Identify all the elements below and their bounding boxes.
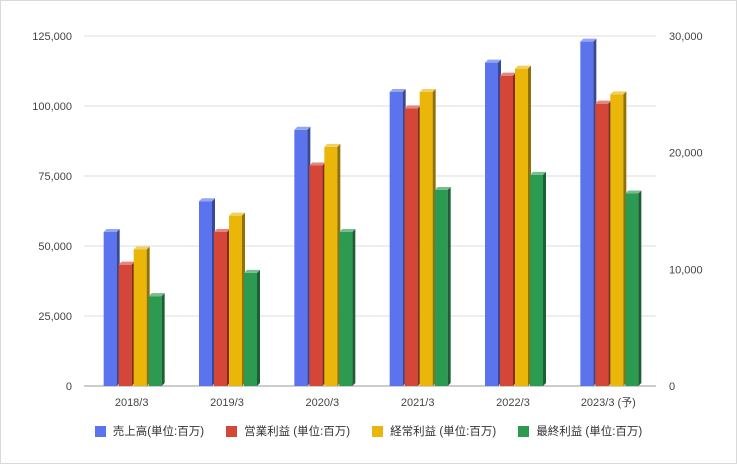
legend-label: 経常利益 (単位:百万) xyxy=(390,426,497,438)
x-tick-label: 2023/3 (予) xyxy=(581,396,636,409)
legend-item: 最終利益 (単位:百万) xyxy=(518,423,642,439)
bar-chart: 0 25,000 50,000 75,000 100,000 125,000 0 10,000… xyxy=(32,31,703,409)
y-left-tick-label: 25,000 xyxy=(38,311,72,323)
bar xyxy=(229,212,245,386)
y-left-tick-label: 50,000 xyxy=(38,241,72,253)
bar xyxy=(610,91,627,386)
legend-label: 営業利益 (単位:百万) xyxy=(244,426,351,438)
bar xyxy=(309,162,326,386)
bar xyxy=(148,293,165,386)
bar xyxy=(199,198,215,386)
legend: 売上高(単位:百万) 営業利益 (単位:百万) 経常利益 (単位:百万) 最終利益 (… xyxy=(1,423,736,439)
bar xyxy=(324,143,341,386)
bar xyxy=(339,229,356,386)
bar xyxy=(118,261,135,386)
legend-item: 売上高(単位:百万) xyxy=(94,423,205,439)
y-right-tick-label: 0 xyxy=(669,381,675,393)
bar xyxy=(103,229,120,386)
bar xyxy=(530,171,546,386)
x-tick-label: 2022/3 xyxy=(496,397,530,409)
y-right-tick-label: 20,000 xyxy=(669,148,703,160)
x-tick-label: 2020/3 xyxy=(306,397,340,409)
legend-label: 最終利益 (単位:百万) xyxy=(536,426,643,438)
bar xyxy=(515,65,531,387)
x-tick-label: 2021/3 xyxy=(401,397,435,409)
x-tick-label: 2019/3 xyxy=(210,397,244,409)
legend-item: 経常利益 (単位:百万) xyxy=(372,423,496,439)
bar xyxy=(389,89,406,386)
bar xyxy=(625,190,642,386)
bar xyxy=(580,38,597,386)
legend-item: 営業利益 (単位:百万) xyxy=(226,423,350,439)
y-left-tick-label: 100,000 xyxy=(32,101,72,113)
bar xyxy=(485,59,501,386)
bar xyxy=(434,187,451,386)
bar xyxy=(133,246,150,386)
bar xyxy=(244,269,260,386)
legend-swatch xyxy=(226,425,238,437)
bar xyxy=(419,89,436,386)
bar xyxy=(595,100,612,387)
legend-swatch xyxy=(94,425,106,437)
bar xyxy=(294,126,311,387)
y-left-tick-label: 75,000 xyxy=(38,171,72,183)
y-right-tick-label: 10,000 xyxy=(669,264,703,276)
x-tick-label: 2018/3 xyxy=(115,397,149,409)
y-right-tick-label: 30,000 xyxy=(669,31,703,43)
bar xyxy=(214,229,230,386)
legend-swatch xyxy=(518,425,530,437)
legend-label: 売上高(単位:百万) xyxy=(112,426,205,438)
bar xyxy=(404,105,421,386)
bar xyxy=(500,72,516,387)
y-left-tick-label: 0 xyxy=(66,381,72,393)
legend-swatch xyxy=(372,425,384,437)
y-left-tick-label: 125,000 xyxy=(32,31,72,43)
